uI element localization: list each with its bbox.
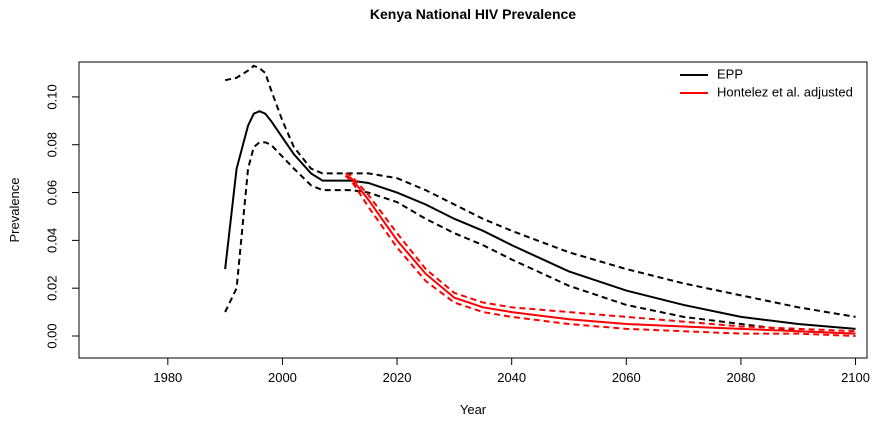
y-tick-label: 0.04	[44, 228, 59, 253]
x-tick-label: 2020	[383, 370, 412, 385]
band-line	[224, 64, 856, 318]
y-tick-label: 0.02	[44, 276, 59, 301]
x-axis-label: Year	[460, 402, 487, 417]
x-tick-label: 2080	[726, 370, 755, 385]
x-tick-label: 2040	[497, 370, 526, 385]
band-line	[345, 172, 856, 333]
y-tick-label: 0.08	[44, 132, 59, 157]
x-tick-label: 1980	[153, 370, 182, 385]
y-tick-label: 0.10	[44, 84, 59, 109]
legend-label: Hontelez et al. adjusted	[717, 84, 853, 99]
band-line	[224, 141, 856, 335]
chart-title: Kenya National HIV Prevalence	[370, 6, 576, 22]
plot-box	[78, 61, 868, 359]
band-line	[344, 175, 856, 338]
legend-label: EPP	[717, 66, 743, 81]
y-tick-label: 0.00	[44, 323, 59, 348]
x-tick-label: 2000	[268, 370, 297, 385]
x-tick-label: 2100	[841, 370, 870, 385]
series-line	[224, 110, 856, 330]
x-tick-label: 2060	[612, 370, 641, 385]
y-tick-label: 0.06	[44, 180, 59, 205]
y-axis-label: Prevalence	[7, 177, 22, 242]
series-line	[345, 174, 856, 335]
